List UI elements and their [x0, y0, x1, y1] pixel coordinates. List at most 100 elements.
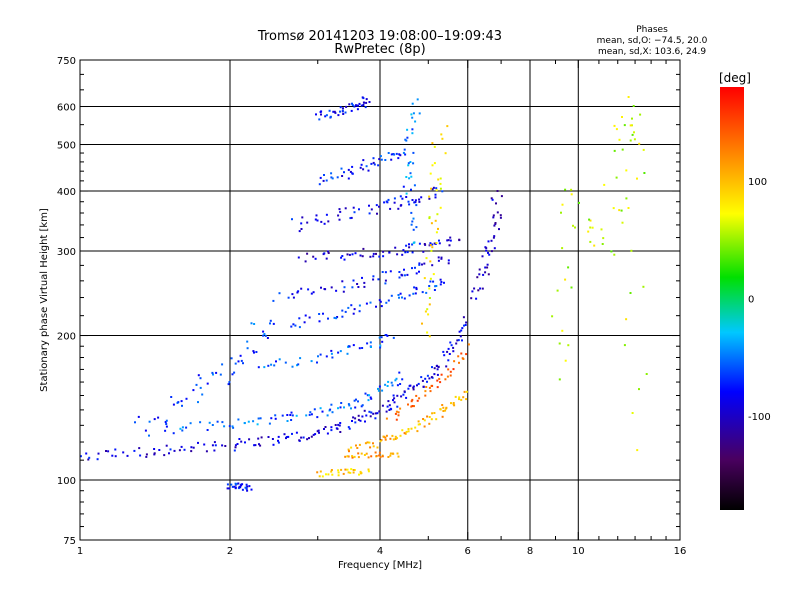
echo-point	[232, 426, 235, 429]
echo-point	[394, 246, 397, 249]
echo-point	[230, 483, 233, 486]
echo-point	[319, 407, 322, 410]
echo-point	[461, 339, 463, 342]
echo-point	[378, 299, 381, 302]
echo-point	[287, 435, 290, 438]
echo-point	[383, 201, 386, 204]
echo-point	[259, 444, 262, 447]
echo-point	[372, 161, 375, 164]
echo-point	[344, 455, 347, 458]
echo-point	[237, 360, 240, 363]
echo-point	[627, 96, 630, 98]
echo-point	[240, 359, 243, 362]
echo-point	[368, 204, 370, 207]
echo-point	[589, 219, 592, 222]
echo-point	[426, 308, 429, 311]
echo-point	[157, 416, 160, 419]
echo-point	[253, 323, 256, 325]
echo-point	[348, 404, 351, 407]
echo-point	[378, 255, 381, 258]
echo-point	[625, 197, 628, 200]
echo-point	[561, 203, 564, 206]
echo-point	[570, 286, 573, 289]
echo-point	[199, 421, 202, 424]
echo-point	[208, 421, 211, 424]
echo-point	[478, 273, 481, 276]
echo-point	[384, 334, 387, 336]
echo-point	[374, 451, 377, 454]
echo-point	[429, 280, 432, 283]
echo-point	[321, 410, 324, 413]
echo-point	[484, 266, 487, 269]
echo-point	[401, 378, 404, 381]
echo-point	[388, 404, 391, 407]
echo-point	[304, 314, 307, 317]
scatter-points	[79, 96, 648, 492]
echo-point	[201, 393, 204, 396]
echo-point	[408, 177, 411, 180]
echo-point	[443, 354, 446, 357]
echo-point	[330, 470, 333, 473]
echo-point	[354, 417, 357, 420]
echo-point	[337, 474, 340, 477]
echo-point	[364, 420, 366, 423]
echo-point	[387, 400, 390, 403]
echo-point	[629, 139, 632, 142]
echo-point	[412, 162, 415, 165]
echo-point	[458, 398, 460, 401]
echo-point	[623, 344, 626, 347]
echo-point	[320, 110, 323, 113]
echo-point	[493, 235, 496, 238]
echo-point	[410, 211, 413, 214]
x-tick-label: 16	[674, 546, 687, 557]
echo-point	[185, 397, 188, 400]
echo-point	[343, 286, 346, 289]
echo-point	[401, 296, 403, 299]
echo-point	[392, 394, 395, 397]
echo-point	[457, 355, 460, 358]
echo-point	[433, 373, 436, 376]
echo-point	[353, 399, 356, 402]
echo-point	[440, 373, 443, 376]
echo-point	[561, 247, 564, 250]
echo-point	[343, 258, 346, 261]
echo-point	[372, 255, 375, 258]
echo-point	[351, 253, 354, 256]
echo-point	[336, 176, 339, 179]
echo-point	[375, 204, 378, 207]
echo-point	[589, 240, 592, 243]
echo-point	[453, 404, 456, 407]
echo-point	[165, 444, 168, 447]
echo-point	[165, 419, 168, 422]
echo-point	[636, 177, 638, 180]
echo-point	[79, 455, 82, 458]
echo-point	[610, 250, 613, 253]
echo-point	[438, 239, 440, 242]
echo-point	[399, 292, 402, 295]
echo-point	[272, 322, 275, 325]
echo-point	[631, 124, 633, 127]
echo-point	[313, 408, 316, 411]
echo-point	[493, 224, 496, 227]
echo-point	[415, 394, 418, 397]
echo-point	[412, 241, 415, 244]
echo-point	[602, 237, 605, 240]
echo-point	[267, 364, 270, 367]
echo-point	[414, 201, 417, 204]
echo-point	[365, 414, 368, 417]
echo-point	[285, 436, 288, 438]
echo-point	[323, 174, 325, 176]
echo-point	[354, 252, 357, 255]
echo-point	[414, 266, 416, 269]
echo-point	[368, 101, 371, 103]
echo-point	[393, 397, 396, 400]
echo-point	[351, 172, 354, 175]
echo-point	[440, 281, 443, 283]
echo-point	[431, 164, 434, 167]
echo-point	[411, 267, 413, 270]
echo-point	[169, 448, 172, 451]
echo-point	[567, 266, 570, 269]
echo-point	[439, 206, 442, 209]
echo-point	[591, 226, 594, 229]
echo-point	[401, 274, 404, 277]
